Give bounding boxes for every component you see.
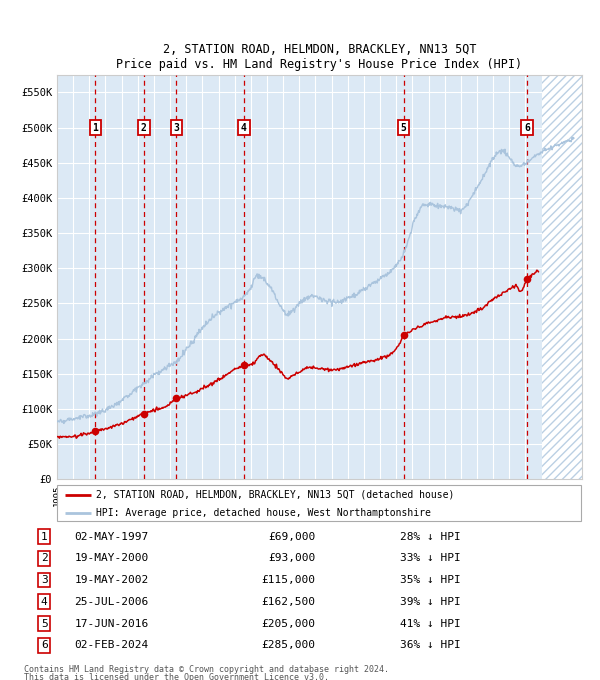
- Text: HPI: Average price, detached house, West Northamptonshire: HPI: Average price, detached house, West…: [97, 509, 431, 518]
- Text: 1: 1: [92, 122, 98, 133]
- Text: 36% ↓ HPI: 36% ↓ HPI: [400, 641, 461, 650]
- Text: 19-MAY-2000: 19-MAY-2000: [74, 554, 149, 563]
- Text: 19-MAY-2002: 19-MAY-2002: [74, 575, 149, 585]
- Text: 25-JUL-2006: 25-JUL-2006: [74, 597, 149, 607]
- Text: £162,500: £162,500: [262, 597, 316, 607]
- Text: 1: 1: [41, 532, 47, 541]
- Text: £115,000: £115,000: [262, 575, 316, 585]
- Text: 17-JUN-2016: 17-JUN-2016: [74, 619, 149, 628]
- Text: 28% ↓ HPI: 28% ↓ HPI: [400, 532, 461, 541]
- Text: £69,000: £69,000: [268, 532, 316, 541]
- Text: 39% ↓ HPI: 39% ↓ HPI: [400, 597, 461, 607]
- Text: 41% ↓ HPI: 41% ↓ HPI: [400, 619, 461, 628]
- Text: 6: 6: [524, 122, 530, 133]
- Text: 5: 5: [401, 122, 407, 133]
- Text: 2, STATION ROAD, HELMDON, BRACKLEY, NN13 5QT (detached house): 2, STATION ROAD, HELMDON, BRACKLEY, NN13…: [97, 490, 455, 500]
- Bar: [542, 75, 582, 479]
- Text: This data is licensed under the Open Government Licence v3.0.: This data is licensed under the Open Gov…: [24, 673, 329, 680]
- Text: 5: 5: [41, 619, 47, 628]
- Text: 4: 4: [41, 597, 47, 607]
- Text: 35% ↓ HPI: 35% ↓ HPI: [400, 575, 461, 585]
- Text: 4: 4: [241, 122, 247, 133]
- Text: 02-MAY-1997: 02-MAY-1997: [74, 532, 149, 541]
- Text: 3: 3: [173, 122, 179, 133]
- Text: 3: 3: [41, 575, 47, 585]
- Text: 2: 2: [141, 122, 147, 133]
- Bar: [542, 75, 582, 479]
- Text: 6: 6: [41, 641, 47, 650]
- Text: £93,000: £93,000: [268, 554, 316, 563]
- Text: 02-FEB-2024: 02-FEB-2024: [74, 641, 149, 650]
- Text: Contains HM Land Registry data © Crown copyright and database right 2024.: Contains HM Land Registry data © Crown c…: [24, 665, 389, 674]
- Text: £285,000: £285,000: [262, 641, 316, 650]
- FancyBboxPatch shape: [57, 485, 581, 521]
- Text: 33% ↓ HPI: 33% ↓ HPI: [400, 554, 461, 563]
- Text: 2: 2: [41, 554, 47, 563]
- Title: 2, STATION ROAD, HELMDON, BRACKLEY, NN13 5QT
Price paid vs. HM Land Registry's H: 2, STATION ROAD, HELMDON, BRACKLEY, NN13…: [116, 43, 523, 71]
- Text: £205,000: £205,000: [262, 619, 316, 628]
- Bar: [57, 75, 542, 479]
